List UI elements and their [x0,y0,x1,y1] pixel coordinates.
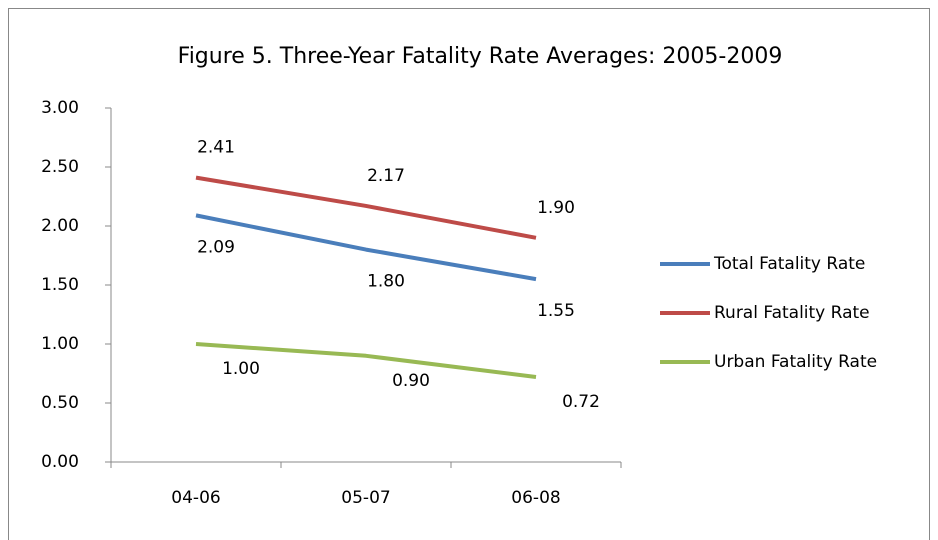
data-label: 2.17 [367,166,405,186]
y-tick-label: 0.00 [41,452,79,472]
chart-border [8,8,930,540]
data-label: 1.90 [537,198,575,218]
legend-label: Total Fatality Rate [713,254,865,274]
y-tick-label: 0.50 [41,393,79,413]
x-tick-label: 06-08 [511,488,560,508]
data-label: 1.55 [537,301,575,321]
series-line [195,342,537,380]
y-tick-label: 1.00 [41,334,79,354]
x-tick-label: 04-06 [171,488,220,508]
x-tick-label: 05-07 [341,488,390,508]
y-tick-label: 1.50 [41,275,79,295]
legend-label: Rural Fatality Rate [714,303,870,323]
data-label: 0.72 [562,392,600,412]
data-label: 0.90 [392,371,430,391]
series-line [195,175,537,240]
data-label: 1.00 [222,359,260,379]
series-line [195,213,537,282]
chart-title: Figure 5. Three-Year Fatality Rate Avera… [178,44,783,69]
data-label: 2.09 [197,237,235,257]
y-tick-label: 3.00 [41,98,79,118]
data-label: 1.80 [367,272,405,292]
legend-label: Urban Fatality Rate [714,352,877,372]
data-label: 2.41 [197,138,235,158]
y-tick-label: 2.50 [41,157,79,177]
y-tick-label: 2.00 [41,216,79,236]
